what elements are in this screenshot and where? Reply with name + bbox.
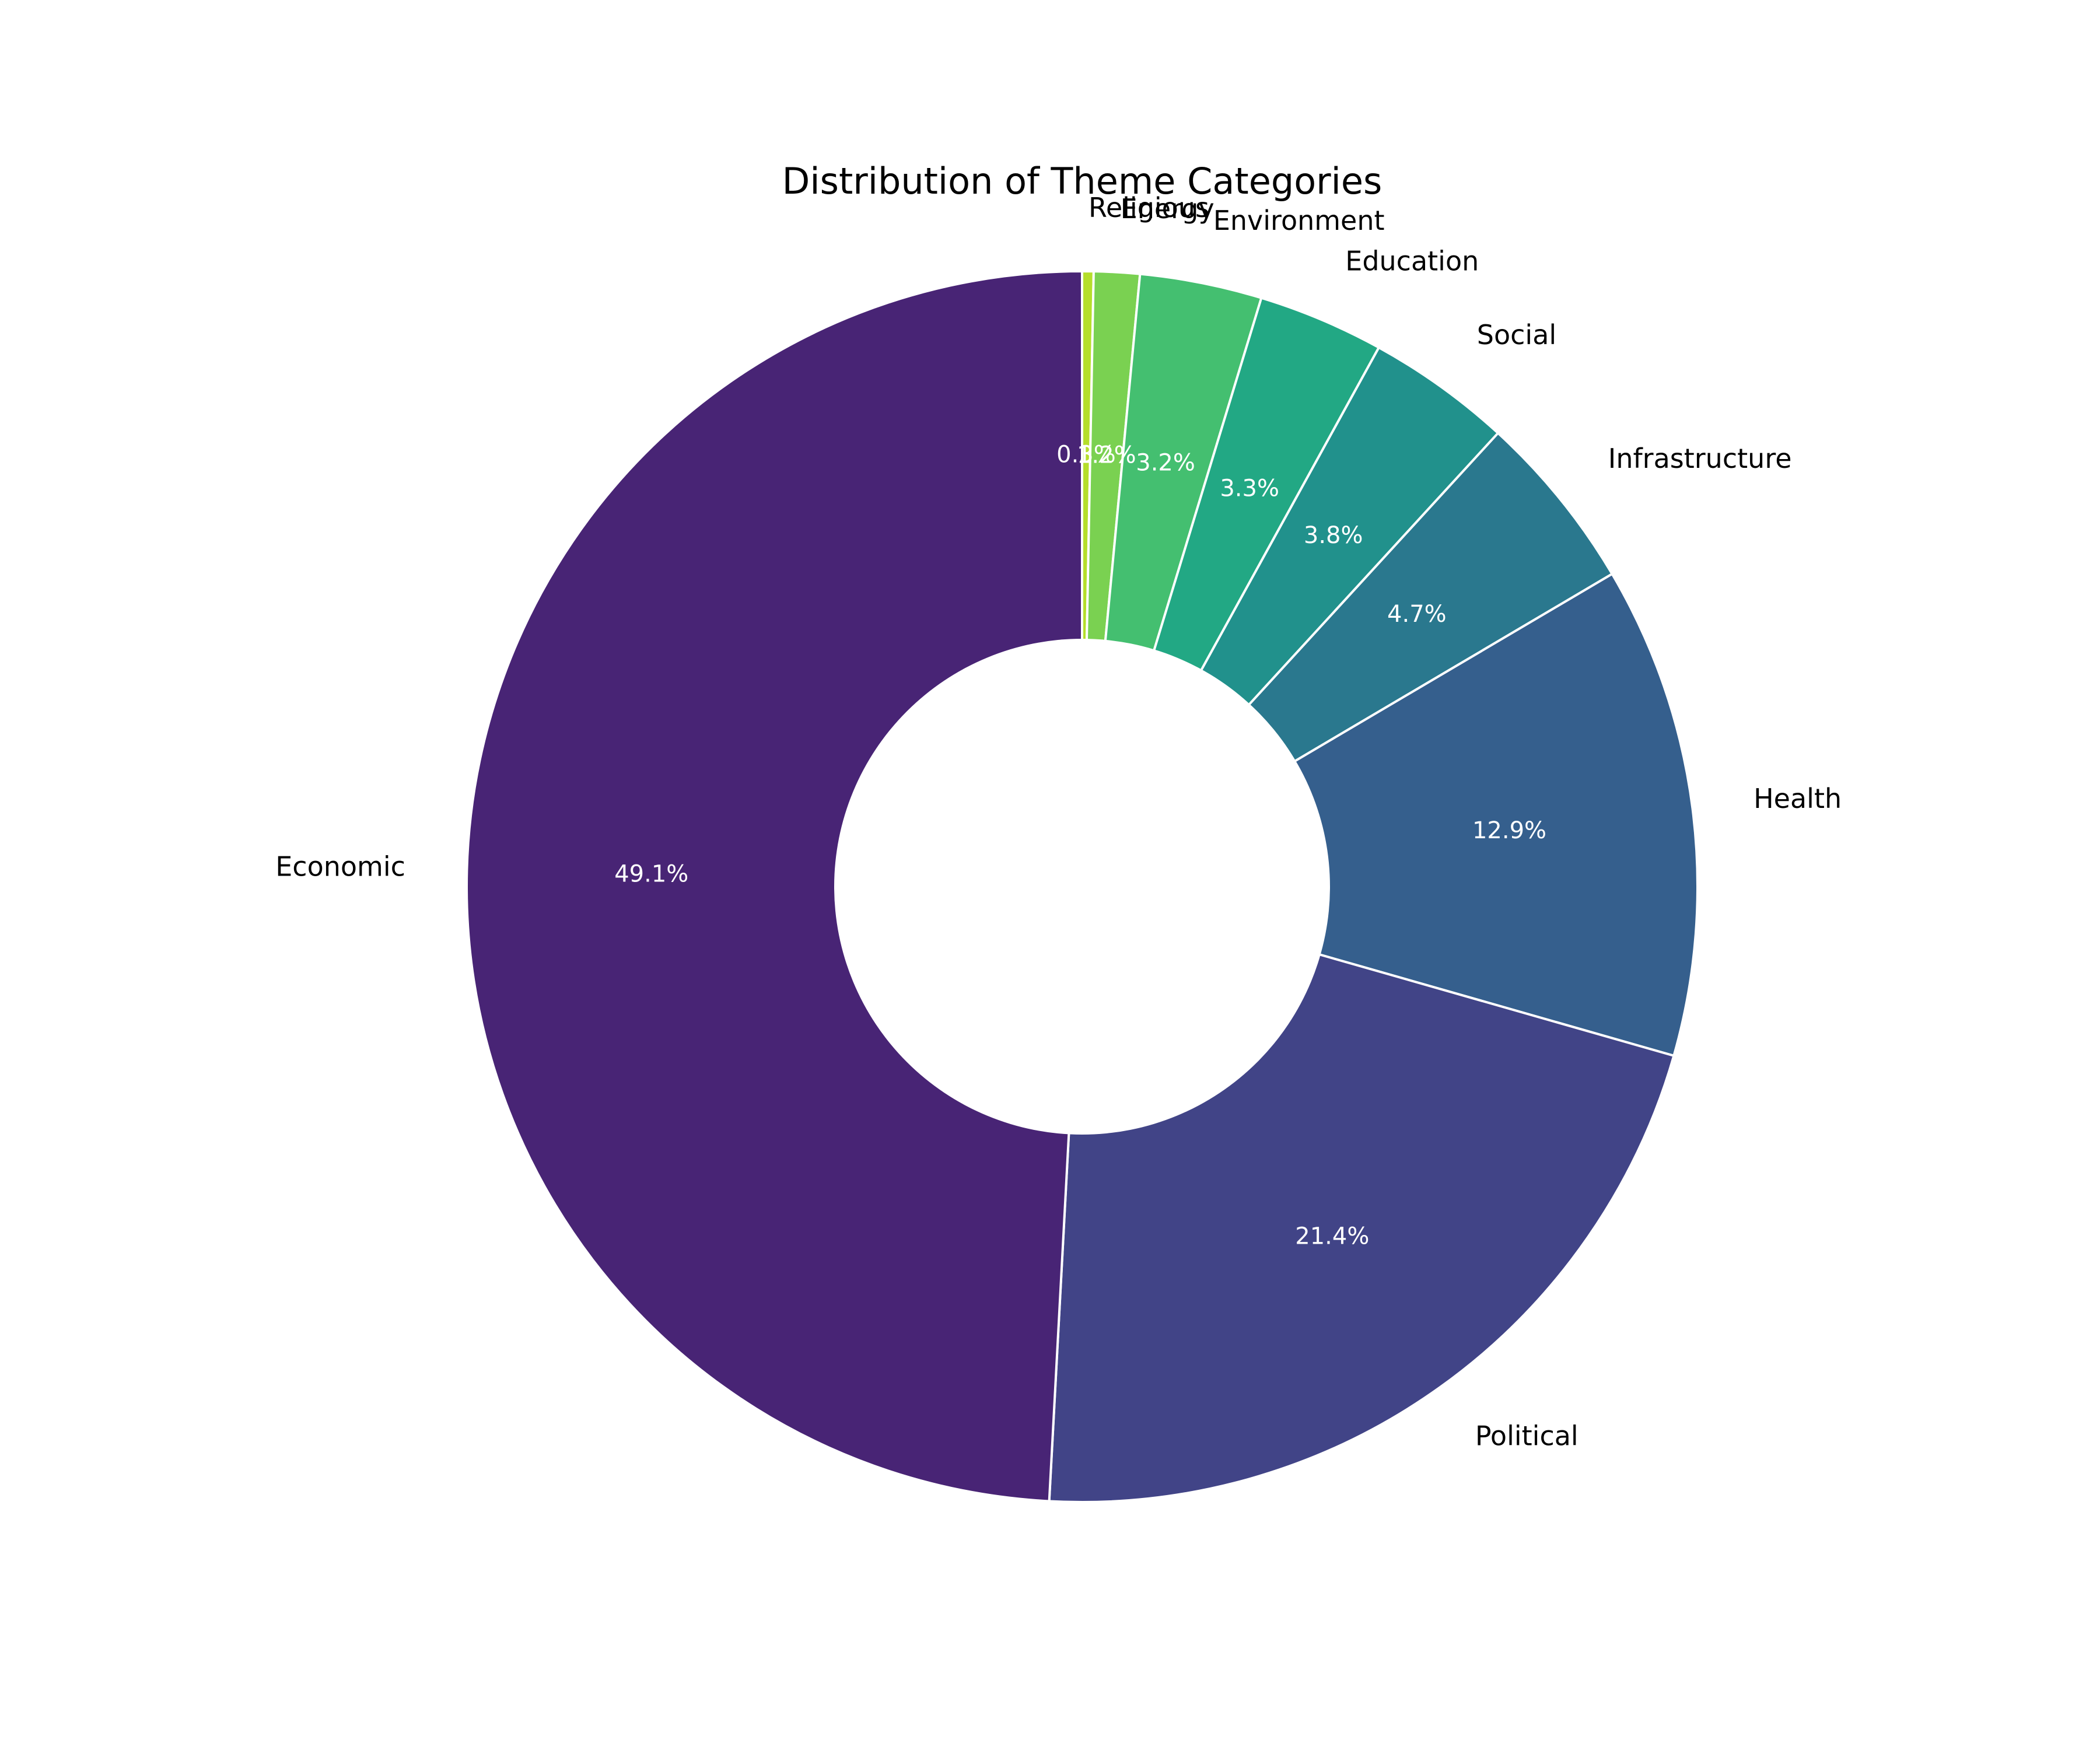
- chart-title: Distribution of Theme Categories: [782, 160, 1382, 202]
- percent-labels-layer: 0.3%1.2% 3.2% 3.3% 3.8% 4.7% 12.9% 21.4% 49.1%: [614, 442, 1546, 1250]
- slices-layer: [466, 270, 1699, 1503]
- pct-label-religious: 0.3%: [1056, 442, 1116, 468]
- slice-label-health: Health: [1754, 783, 1842, 814]
- slice-label-energy: Energy: [1121, 193, 1214, 225]
- slice-label-religious: Religious: [1088, 192, 1209, 223]
- pct-label-infrastructure: 4.7%: [1387, 601, 1447, 628]
- slice-label-education: Education: [1345, 245, 1479, 276]
- pct-label-political: 21.4%: [1295, 1223, 1369, 1250]
- slice-label-social: Social: [1477, 319, 1556, 351]
- pct-label-education: 3.3%: [1220, 475, 1279, 502]
- donut-hole: [834, 639, 1330, 1135]
- pct-label-health: 12.9%: [1472, 817, 1546, 844]
- slice-health: [1079, 572, 1699, 1058]
- pct-label-energy: 1.2%: [1077, 442, 1136, 469]
- slice-label-infrastructure: Infrastructure: [1608, 443, 1792, 474]
- pct-label-environment: 3.2%: [1136, 449, 1195, 476]
- pct-label-social: 3.8%: [1304, 522, 1363, 549]
- slice-label-political: Political: [1475, 1420, 1578, 1451]
- slice-label-environment: Environment: [1213, 205, 1385, 236]
- slice-economic: [466, 270, 1083, 1503]
- slice-label-economic: Economic: [275, 850, 405, 882]
- pct-label-economic: 49.1%: [614, 860, 688, 887]
